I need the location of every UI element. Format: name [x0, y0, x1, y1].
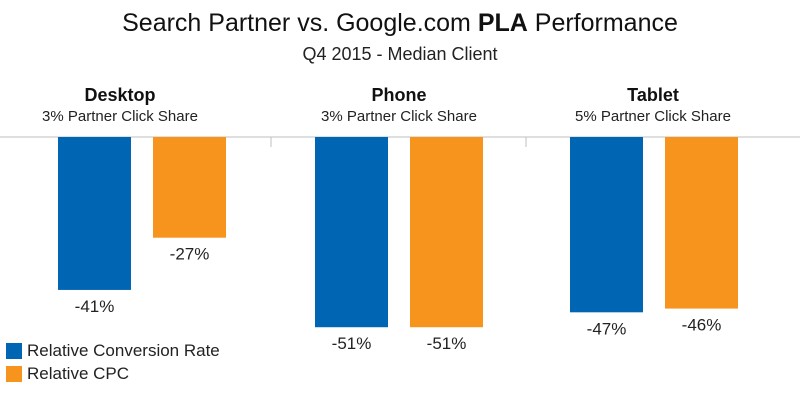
bar-desktop-series-1 [153, 137, 226, 238]
chart-title: Search Partner vs. Google.com PLA Perfor… [122, 9, 678, 37]
bar-tablet-series-1 [665, 137, 738, 309]
bar-desktop-series-0 [58, 137, 131, 290]
category-subtitle-desktop: 3% Partner Click Share [42, 108, 198, 125]
data-label-desktop-series-1: -27% [170, 245, 210, 264]
chart-title-suffix: Performance [528, 9, 678, 37]
category-label-tablet: Tablet [627, 85, 679, 105]
group-headers: Desktop 3% Partner Click Share Phone 3% Par… [42, 85, 731, 125]
group-dividers [270, 137, 527, 147]
legend: Relative Conversion Rate Relative CPC [6, 341, 220, 383]
data-label-phone-series-0: -51% [332, 334, 372, 353]
category-subtitle-tablet: 5% Partner Click Share [575, 108, 731, 125]
chart-title-bold: PLA [478, 9, 528, 37]
category-subtitle-phone: 3% Partner Click Share [321, 108, 477, 125]
legend-label-series-1: Relative CPC [27, 364, 129, 383]
data-label-phone-series-1: -51% [427, 334, 467, 353]
bars [58, 137, 738, 328]
chart-subtitle: Q4 2015 - Median Client [302, 44, 497, 64]
data-label-tablet-series-1: -46% [682, 316, 722, 335]
bar-phone-series-1 [410, 137, 483, 328]
legend-swatch-series-1 [6, 366, 22, 382]
legend-swatch-series-0 [6, 343, 22, 359]
data-label-desktop-series-0: -41% [75, 297, 115, 316]
category-label-phone: Phone [371, 85, 426, 105]
chart-title-prefix: Search Partner vs. Google.com [122, 9, 478, 37]
category-label-desktop: Desktop [84, 85, 155, 105]
data-label-tablet-series-0: -47% [587, 319, 627, 338]
data-labels: -41% -27% -51% -51% -47% -46% [75, 245, 722, 354]
bar-phone-series-0 [315, 137, 388, 328]
bar-tablet-series-0 [570, 137, 643, 313]
legend-label-series-0: Relative Conversion Rate [27, 341, 220, 360]
